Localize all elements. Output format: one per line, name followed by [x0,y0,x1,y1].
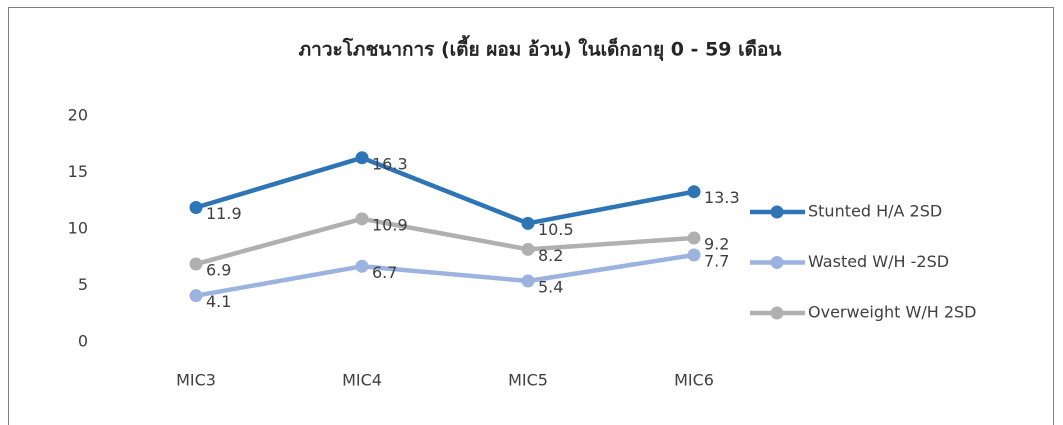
x-tick-label: MIC3 [176,371,216,390]
x-tick-label: MIC6 [674,371,714,390]
legend-label: Overweight W/H 2SD [808,303,977,322]
data-label: 4.1 [206,292,231,311]
point [355,151,369,165]
point [521,216,535,230]
data-label: 11.9 [206,204,242,223]
point [355,259,369,273]
x-tick-label: MIC4 [342,371,382,390]
point [189,289,203,303]
y-tick-label: 10 [68,219,88,238]
point [687,231,701,245]
data-label: 9.2 [704,235,729,254]
data-label: 6.7 [372,263,397,282]
y-tick-label: 15 [68,162,88,181]
series-line [195,155,695,226]
point [189,201,203,215]
x-tick-label: MIC5 [508,371,548,390]
data-label: 10.5 [538,220,574,239]
series-line [195,252,695,298]
point [189,257,203,271]
data-label: 7.7 [704,251,729,270]
point [687,185,701,199]
data-label: 5.4 [538,277,563,296]
series-line [195,216,695,267]
point [355,212,369,226]
y-tick-label: 0 [78,332,88,351]
legend-marker [770,205,784,219]
data-label: 16.3 [372,154,408,173]
point [687,248,701,262]
data-label: 10.9 [372,215,408,234]
point [521,242,535,256]
legend-label: Wasted W/H -2SD [808,252,949,271]
point [521,274,535,288]
data-label: 13.3 [704,188,740,207]
y-tick-label: 5 [78,275,88,294]
data-label: 8.2 [538,246,563,265]
legend-marker [770,256,784,269]
legend-label: Stunted H/A 2SD [808,202,942,221]
data-label: 6.9 [206,261,231,280]
chart-title: ภาวะโภชนาการ (เตี้ย ผอม อ้วน) ในเด็กอายุ… [299,35,782,62]
chart-frame [8,7,1054,425]
y-tick-label: 20 [68,106,88,125]
legend-marker [770,306,784,320]
